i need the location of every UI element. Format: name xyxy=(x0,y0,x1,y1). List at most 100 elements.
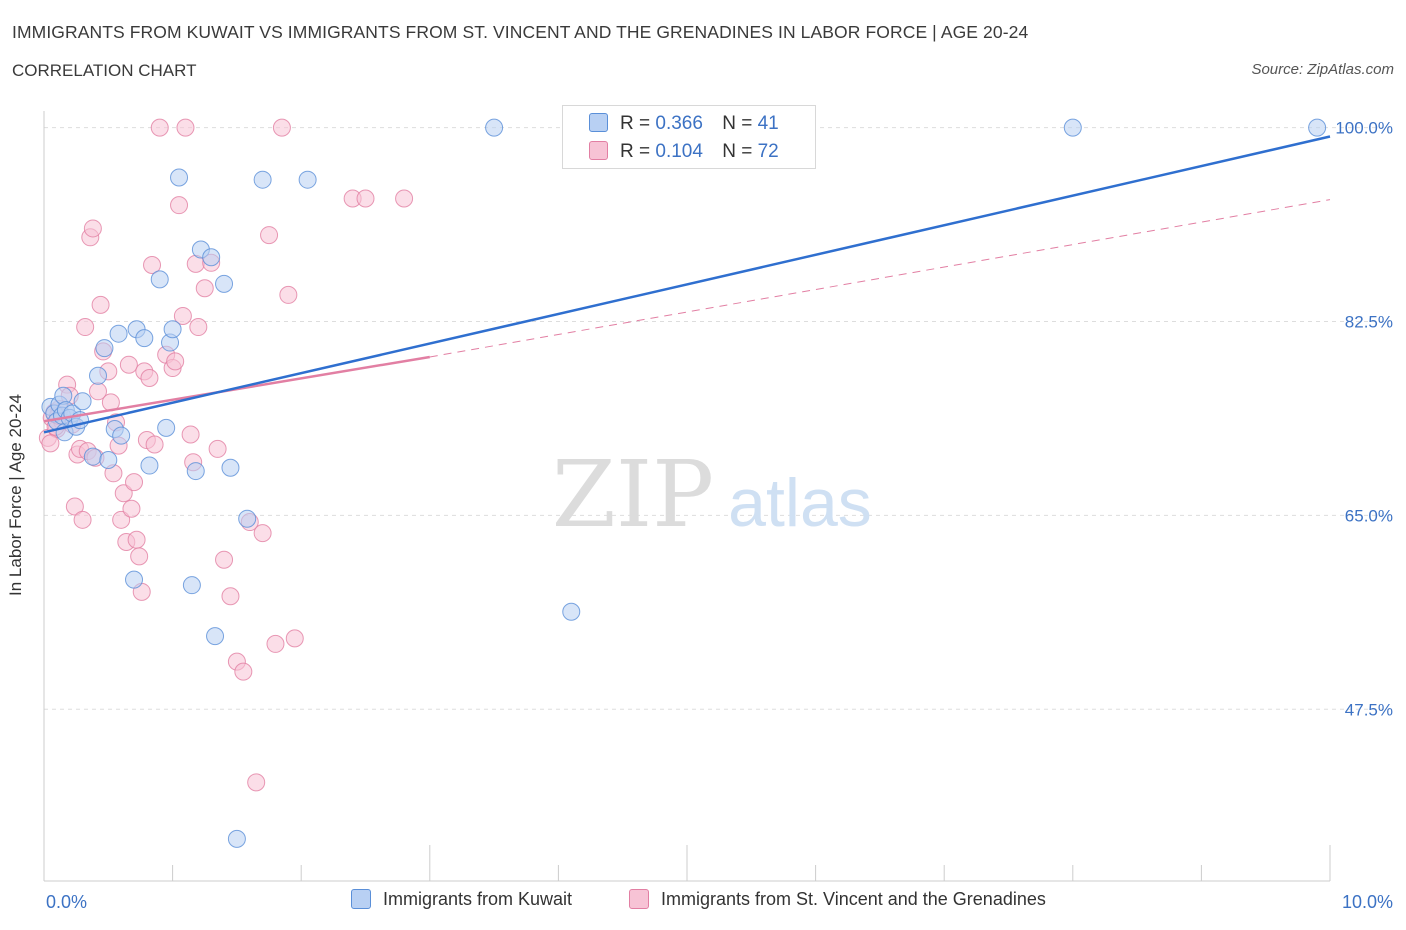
data-point-svg xyxy=(150,118,169,137)
data-point-svg xyxy=(279,285,298,304)
data-point-kuwait xyxy=(163,320,182,339)
trend-lines xyxy=(43,135,1331,434)
legend-row-kuwait: R = 0.366 N = 41 xyxy=(589,113,779,135)
data-point-svg xyxy=(195,279,214,298)
data-point-svg xyxy=(260,226,279,245)
data-point-svg xyxy=(125,473,144,492)
legend-swatch-svg xyxy=(589,141,608,160)
source-label: Source: ZipAtlas.com xyxy=(1251,61,1394,78)
axes xyxy=(43,111,1331,882)
data-point-svg xyxy=(119,355,138,374)
data-point-svg xyxy=(114,484,133,503)
y-tick-label: 65.0% xyxy=(1345,506,1393,525)
trend-line-kuwait xyxy=(43,135,1331,434)
data-point-kuwait xyxy=(215,274,234,293)
data-point-svg xyxy=(41,434,60,453)
data-point-kuwait xyxy=(485,118,504,137)
data-point-kuwait xyxy=(95,339,114,358)
trend-line-svg-dashed xyxy=(429,199,1331,358)
data-point-kuwait xyxy=(150,270,169,289)
data-point-kuwait xyxy=(83,447,102,466)
legend-row-svg: R = 0.104 N = 72 xyxy=(589,141,779,163)
series-kuwait-points xyxy=(41,118,1327,848)
data-point-svg xyxy=(91,295,110,314)
data-point-svg xyxy=(253,524,272,543)
data-point-svg xyxy=(266,634,285,653)
data-point-svg xyxy=(173,306,192,325)
data-point-svg xyxy=(247,773,266,792)
y-tick-label: 82.5% xyxy=(1345,313,1393,332)
legend-r-kuwait: 0.366 xyxy=(655,113,703,134)
data-point-svg xyxy=(395,189,414,208)
data-point-svg xyxy=(65,497,84,516)
data-point-svg xyxy=(76,318,95,337)
data-point-kuwait xyxy=(99,450,118,469)
data-point-svg xyxy=(122,499,141,518)
data-point-svg xyxy=(112,510,131,529)
data-point-kuwait xyxy=(562,602,581,621)
data-point-kuwait xyxy=(221,458,240,477)
data-point-svg xyxy=(73,510,92,529)
bottom-legend-kuwait: Immigrants from Kuwait xyxy=(351,889,572,910)
legend-n-label: N = xyxy=(722,141,753,162)
chart-subtitle: CORRELATION CHART xyxy=(12,61,197,80)
gridlines xyxy=(44,127,1390,710)
data-point-svg xyxy=(208,439,227,458)
chart-title: IMMIGRANTS FROM KUWAIT VS IMMIGRANTS FRO… xyxy=(12,22,1029,42)
data-point-svg xyxy=(166,352,185,371)
data-point-kuwait xyxy=(202,248,221,267)
data-point-kuwait xyxy=(140,456,159,475)
bottom-legend-label-svg: Immigrants from St. Vincent and the Gren… xyxy=(661,889,1046,909)
data-point-svg xyxy=(170,196,189,215)
data-point-kuwait xyxy=(170,168,189,187)
data-point-kuwait xyxy=(1063,118,1082,137)
data-point-svg xyxy=(130,547,149,566)
data-point-svg xyxy=(272,118,291,137)
legend-r-label: R = xyxy=(620,141,651,162)
x-tick-label: 0.0% xyxy=(46,892,87,912)
data-point-kuwait xyxy=(1308,118,1327,137)
data-point-svg xyxy=(140,369,159,388)
bottom-legend-label-kuwait: Immigrants from Kuwait xyxy=(383,889,573,909)
data-point-kuwait xyxy=(298,170,317,189)
watermark: ZIP atlas xyxy=(552,441,872,548)
data-point-kuwait xyxy=(89,366,108,385)
data-point-svg xyxy=(189,318,208,337)
data-point-kuwait xyxy=(182,576,201,595)
watermark-atlas: atlas xyxy=(728,465,872,541)
legend-n-label: N = xyxy=(722,113,753,134)
data-point-svg xyxy=(127,530,146,549)
data-point-svg xyxy=(215,550,234,569)
data-point-svg xyxy=(356,189,375,208)
bottom-legend-svg: Immigrants from St. Vincent and the Gren… xyxy=(629,889,1046,910)
x-tick-labels: 0.0% 10.0% xyxy=(46,892,1393,912)
data-point-svg xyxy=(176,118,195,137)
data-point-svg xyxy=(285,629,304,648)
correlation-legend: R = 0.366 N = 41 R = 0.104 N = 72 xyxy=(562,105,816,169)
data-point-svg xyxy=(181,425,200,444)
y-tick-label: 47.5% xyxy=(1345,700,1393,719)
data-point-kuwait xyxy=(186,462,205,481)
watermark-zip: ZIP xyxy=(552,441,714,548)
legend-n-svg: 72 xyxy=(757,141,779,162)
data-point-kuwait xyxy=(125,570,144,589)
data-point-kuwait xyxy=(135,329,154,348)
legend-r-svg: 0.104 xyxy=(655,141,703,162)
x-tick-label: 10.0% xyxy=(1342,892,1393,912)
data-point-kuwait xyxy=(109,324,128,343)
bottom-legend-swatch-kuwait xyxy=(351,889,371,909)
y-axis-label: In Labor Force | Age 20-24 xyxy=(6,394,25,596)
data-point-kuwait xyxy=(112,426,131,445)
data-point-kuwait xyxy=(227,829,246,848)
data-point-svg xyxy=(83,219,102,238)
data-point-svg xyxy=(143,256,162,274)
data-point-kuwait xyxy=(206,627,225,646)
bottom-legend-swatch-svg xyxy=(629,889,649,909)
data-point-kuwait xyxy=(157,418,176,437)
legend-n-kuwait: 41 xyxy=(757,113,779,134)
data-point-svg xyxy=(234,662,253,681)
data-point-kuwait xyxy=(73,392,92,411)
data-point-svg xyxy=(145,435,164,454)
y-tick-labels: 100.0% 82.5% 65.0% 47.5% xyxy=(1335,119,1393,720)
legend-swatch-kuwait xyxy=(589,113,608,132)
